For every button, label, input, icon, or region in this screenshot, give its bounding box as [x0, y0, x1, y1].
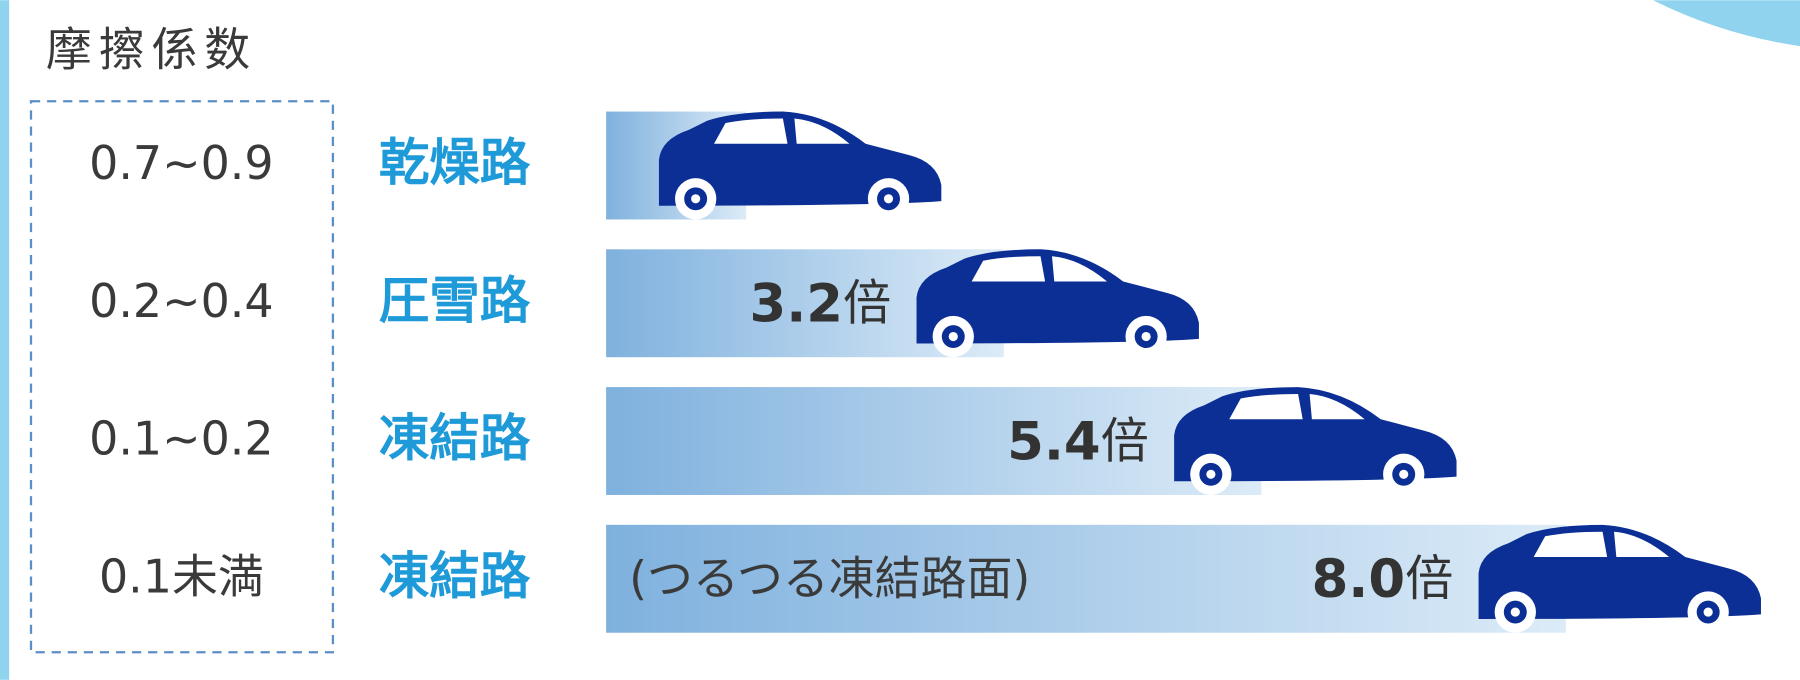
left-border [0, 0, 9, 680]
multiplier: 3.2倍 [750, 273, 892, 334]
car [917, 249, 1199, 357]
infographic: 摩擦係数 0.7~0.9乾燥路0.2~0.4圧雪路3.2倍0.1~0.2凍結路5… [0, 0, 1800, 680]
multiplier-unit: 倍 [843, 276, 891, 332]
corner-decoration [1653, 0, 1800, 46]
road-type: 凍結路 [379, 546, 531, 605]
multiplier-unit: 倍 [1405, 551, 1453, 607]
road-type: 乾燥路 [379, 133, 531, 192]
multiplier-value: 8.0 [1312, 549, 1406, 610]
multiplier-unit: 倍 [1101, 413, 1149, 469]
title: 摩擦係数 [46, 23, 257, 77]
car [659, 112, 941, 220]
bar [606, 387, 1261, 495]
coefficient: 0.2~0.4 [89, 274, 273, 328]
coefficient: 0.1~0.2 [89, 412, 273, 466]
note: (つるつる凍結路面) [629, 552, 1030, 606]
coefficient: 0.7~0.9 [89, 136, 273, 190]
road-type: 凍結路 [379, 409, 531, 468]
multiplier: 5.4倍 [1007, 411, 1149, 472]
multiplier: 8.0倍 [1312, 549, 1454, 610]
car [1174, 387, 1456, 495]
road-type: 圧雪路 [379, 271, 531, 330]
car [1479, 525, 1761, 633]
coefficient: 0.1未満 [99, 549, 264, 603]
multiplier-value: 5.4 [1007, 411, 1101, 472]
multiplier-value: 3.2 [750, 273, 844, 334]
